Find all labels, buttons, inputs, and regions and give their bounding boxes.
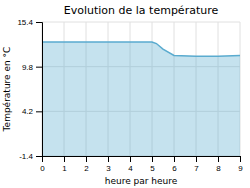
- tick: 6: [172, 156, 177, 173]
- tick-mark: [36, 156, 42, 157]
- tick-label: 7: [194, 164, 199, 173]
- tick: 4.2: [22, 107, 42, 116]
- tick-mark: [108, 156, 109, 162]
- tick-label: 2: [84, 164, 89, 173]
- tick: 8: [216, 156, 221, 173]
- x-axis: 0 1 2 3 4 5 6 7 8 9: [40, 156, 243, 173]
- line: [42, 42, 240, 56]
- tick-label: -1.4: [19, 152, 33, 161]
- grid: [42, 22, 240, 156]
- tick: 5: [150, 156, 155, 173]
- tick-label: 4: [128, 164, 133, 173]
- tick-label: 4.2: [22, 107, 34, 116]
- tick-mark: [174, 156, 175, 162]
- tick-label: 6: [172, 164, 177, 173]
- tick-mark: [36, 67, 42, 68]
- title: Evolution de la température: [64, 4, 219, 17]
- tick-mark: [64, 156, 65, 162]
- x-axis-title: heure par heure: [105, 176, 178, 186]
- tick-label: 9: [238, 164, 243, 173]
- tick: 2: [84, 156, 89, 173]
- area: [42, 42, 240, 156]
- grid-line: [42, 22, 240, 23]
- tick-mark: [196, 156, 197, 162]
- y-axis-title: Température en °C: [2, 47, 12, 133]
- tick-label: 3: [106, 164, 111, 173]
- tick: 9.8: [22, 63, 42, 72]
- tick-mark: [36, 111, 42, 112]
- chart: 0 1 2 3 4 5 6 7 8 9 -1.4 4.2 9.8 15.4 Evolution de la …: [0, 0, 250, 188]
- tick: 7: [194, 156, 199, 173]
- tick: 4: [128, 156, 133, 173]
- tick-label: 9.8: [22, 63, 34, 72]
- tick-mark: [240, 156, 241, 162]
- tick-label: 1: [62, 164, 67, 173]
- y-axis: -1.4 4.2 9.8 15.4: [17, 18, 42, 161]
- tick: 1: [62, 156, 67, 173]
- axis-line: [43, 157, 241, 163]
- tick-label: 15.4: [17, 18, 33, 27]
- tick: 9: [238, 156, 243, 173]
- tick-mark: [86, 156, 87, 162]
- tick-mark: [36, 22, 42, 23]
- tick: 0: [40, 156, 45, 173]
- tick-mark: [218, 156, 219, 162]
- tick-label: 0: [40, 164, 45, 173]
- tick-mark: [152, 156, 153, 162]
- marks: [42, 42, 240, 156]
- tick-label: 5: [150, 164, 155, 173]
- tick: 15.4: [17, 18, 42, 27]
- tick-label: 8: [216, 164, 221, 173]
- tick-mark: [130, 156, 131, 162]
- axis-line: [36, 23, 43, 157]
- plot: 0 1 2 3 4 5 6 7 8 9 -1.4 4.2 9.8 15.4: [17, 18, 243, 173]
- tick: -1.4: [19, 152, 42, 161]
- tick: 3: [106, 156, 111, 173]
